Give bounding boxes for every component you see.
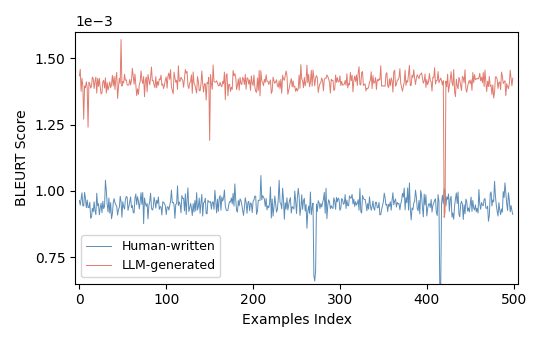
Human-written [509,212,516,216]
Human-written [257,173,264,177]
LLM-generated [432,82,438,86]
Line: Human-written: Human-written [79,175,513,292]
Human-written [283,207,289,211]
LLM-generated [76,74,82,78]
Legend: Human-written, LLM-generated: Human-written, LLM-generated [81,235,221,277]
LLM-generated [283,69,289,73]
Human-written [432,197,438,201]
LLM-generated [501,80,507,84]
LLM-generated [286,89,292,93]
LLM-generated [312,84,318,88]
X-axis label: Examples Index: Examples Index [242,313,352,327]
Y-axis label: BLEURT Score: BLEURT Score [15,109,29,206]
Human-written [335,196,341,200]
LLM-generated [441,215,447,220]
Line: LLM-generated: LLM-generated [79,40,513,218]
Human-written [436,290,443,294]
LLM-generated [335,80,341,84]
LLM-generated [118,38,124,42]
Human-written [76,198,82,202]
Text: 1e−3: 1e−3 [75,15,113,29]
Human-written [501,196,507,200]
Human-written [312,279,318,283]
LLM-generated [509,76,516,80]
Human-written [286,203,292,207]
